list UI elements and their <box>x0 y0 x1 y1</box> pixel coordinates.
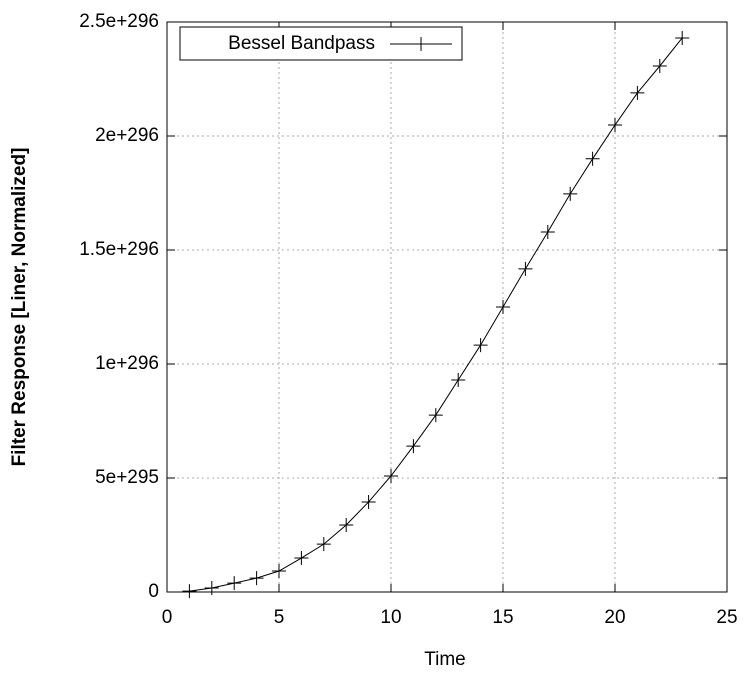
marker <box>316 537 331 552</box>
y-tick-label: 1e+296 <box>95 353 159 374</box>
marker <box>204 581 219 596</box>
marker <box>518 261 533 276</box>
marker <box>608 118 622 133</box>
marker <box>406 439 421 454</box>
plot-frame <box>166 21 728 593</box>
line <box>189 37 683 592</box>
marker <box>384 468 398 483</box>
marker <box>652 59 667 74</box>
marker <box>496 300 510 314</box>
x-axis-label: Time <box>424 649 466 670</box>
marker <box>563 186 578 201</box>
x-tick-label: 25 <box>716 607 737 628</box>
y-tick-label: 2e+296 <box>95 125 159 146</box>
marker <box>540 224 555 239</box>
marker <box>675 30 690 45</box>
x-tick-label: 15 <box>492 607 513 628</box>
marker <box>249 571 264 586</box>
marker <box>272 564 286 579</box>
y-tick-label: 5e+295 <box>95 467 159 488</box>
y-tick-label: 0 <box>148 581 159 602</box>
legend-marker <box>414 37 428 51</box>
marker <box>361 494 376 509</box>
legend-label: Bessel Bandpass <box>228 33 375 54</box>
marker <box>585 151 600 166</box>
x-tick-label: 5 <box>274 607 285 628</box>
y-axis-label: Filter Response [Liner, Normalized] <box>9 148 30 467</box>
marker <box>473 338 488 353</box>
y-tick-label: 2.5e+296 <box>79 11 159 32</box>
marker <box>630 85 645 100</box>
marker <box>182 584 197 599</box>
marker <box>451 372 466 387</box>
y-tick-label: 1.5e+296 <box>79 239 159 260</box>
x-tick-label: 0 <box>162 607 173 628</box>
marker <box>294 551 309 566</box>
marker <box>339 517 354 532</box>
marker <box>227 576 242 591</box>
x-tick-label: 20 <box>604 607 625 628</box>
x-tick-label: 10 <box>380 607 401 628</box>
marker <box>428 408 443 423</box>
